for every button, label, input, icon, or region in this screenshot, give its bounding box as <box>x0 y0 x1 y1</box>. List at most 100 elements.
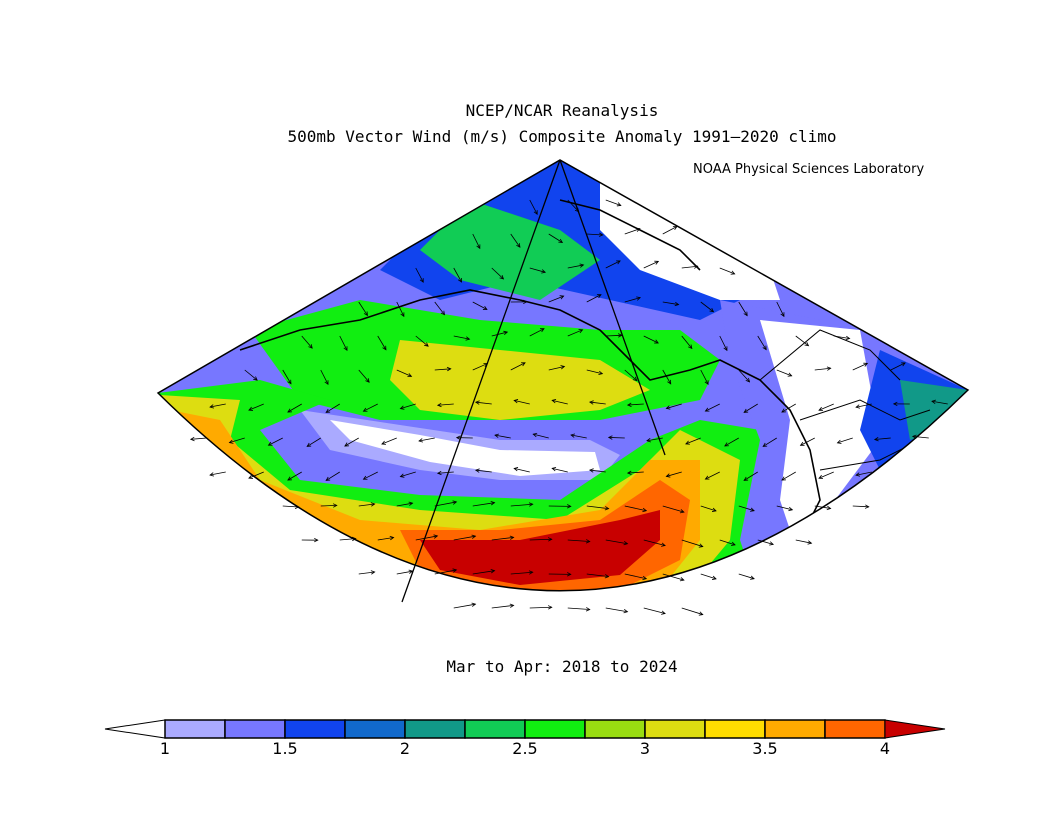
wind-vector-head <box>873 437 879 442</box>
wind-vector <box>400 471 416 477</box>
wind-vector-head <box>306 442 312 447</box>
wind-vector <box>453 603 476 609</box>
wind-vector <box>548 366 565 371</box>
wind-vector-head <box>362 407 368 412</box>
wind-vector-head <box>471 602 477 607</box>
wind-vector-head <box>665 473 671 478</box>
wind-vector <box>700 573 717 580</box>
wind-vector <box>282 505 299 508</box>
wind-vector-head <box>635 227 641 232</box>
wind-vector <box>325 403 340 413</box>
wind-vector-head <box>558 238 564 243</box>
wind-vector-head <box>781 476 786 481</box>
wind-vector-head <box>679 577 685 582</box>
wind-vector <box>738 301 748 316</box>
wind-vector <box>643 260 659 269</box>
wind-vector-head <box>482 305 488 310</box>
wind-vector-head <box>325 408 331 413</box>
wind-vector-head <box>408 501 414 506</box>
wind-vector-head <box>248 406 253 411</box>
wind-vector <box>434 501 457 507</box>
wind-vector <box>567 539 590 542</box>
colorbar-swatch <box>584 719 646 739</box>
wind-vector <box>248 471 264 479</box>
wind-vector <box>358 503 375 507</box>
wind-vector-head <box>826 366 832 371</box>
wind-vector <box>624 369 638 381</box>
wind-vector <box>533 433 549 439</box>
wind-vector <box>510 233 521 248</box>
wind-vector-head <box>189 436 195 442</box>
wind-vector <box>681 607 703 615</box>
wind-vector-head <box>855 472 861 477</box>
wind-vector <box>624 573 647 580</box>
wind-vector <box>643 539 666 546</box>
wind-vector-head <box>363 311 368 317</box>
wind-vector-head <box>471 534 477 539</box>
colorbar-tick-label: 1.5 <box>272 739 297 758</box>
wind-vector-head <box>503 330 509 336</box>
wind-vector-head <box>399 405 405 410</box>
wind-vector-head <box>724 442 729 447</box>
border-states <box>799 399 931 421</box>
wind-vector <box>586 505 609 510</box>
wind-vector-head <box>892 401 898 407</box>
wind-vector <box>719 335 728 351</box>
wind-vector-head <box>446 366 452 372</box>
colorbar-swatch <box>284 719 346 739</box>
wind-vector-head <box>490 501 496 506</box>
wind-vector-head <box>267 441 273 446</box>
map-frame <box>156 159 970 592</box>
wind-vector <box>548 233 563 243</box>
meridian-east <box>559 159 666 456</box>
wind-vector <box>552 467 568 473</box>
wind-vector <box>757 539 774 545</box>
wind-vector-head <box>570 433 576 438</box>
wind-vector-head <box>607 435 613 440</box>
wind-vector <box>306 437 321 447</box>
wind-vector-head <box>314 537 319 543</box>
wind-vector-head <box>381 440 386 445</box>
wind-vector-head <box>743 311 748 317</box>
wind-vector <box>453 535 476 541</box>
wind-vector-head <box>452 568 458 573</box>
wind-vector-head <box>863 362 869 367</box>
wind-vector-head <box>400 312 405 318</box>
wind-vector <box>681 539 703 547</box>
wind-vector <box>662 369 672 385</box>
wind-vector-head <box>626 470 632 476</box>
wind-vector-head <box>541 269 547 274</box>
colorbar-swatch <box>704 719 766 739</box>
wind-vector <box>475 401 492 405</box>
wind-vector-head <box>730 270 736 275</box>
wind-vector-head <box>642 507 648 513</box>
wind-vector <box>529 199 538 215</box>
wind-vector-head <box>483 362 489 367</box>
wind-vector-head <box>539 328 545 333</box>
wind-vector-head <box>788 506 794 512</box>
colorbar-swatch <box>404 719 466 739</box>
colorbar-tick-label: 2.5 <box>512 739 537 758</box>
wind-vector <box>567 199 580 212</box>
wind-vector <box>762 437 777 447</box>
period-label: Mar to Apr: 2018 to 2024 <box>446 657 678 676</box>
wind-vector <box>852 362 868 371</box>
wind-vector <box>666 403 682 409</box>
wind-vector-head <box>864 504 870 509</box>
wind-vector <box>491 536 514 541</box>
anomaly-field <box>158 160 968 591</box>
wind-vector <box>818 403 834 411</box>
wind-vector <box>874 437 891 440</box>
wind-vector-head <box>646 438 651 443</box>
wind-vector <box>776 301 785 317</box>
wind-vector-head <box>424 342 429 347</box>
wind-vector <box>209 403 226 408</box>
wind-vector-head <box>743 476 749 481</box>
wind-vector <box>494 434 511 439</box>
colorbar-swatch <box>164 719 226 739</box>
wind-vector-head <box>325 476 331 481</box>
wind-vector <box>738 505 755 512</box>
wind-vector-head <box>533 210 538 215</box>
wind-vector-head <box>818 474 824 479</box>
wind-vector <box>705 471 720 480</box>
